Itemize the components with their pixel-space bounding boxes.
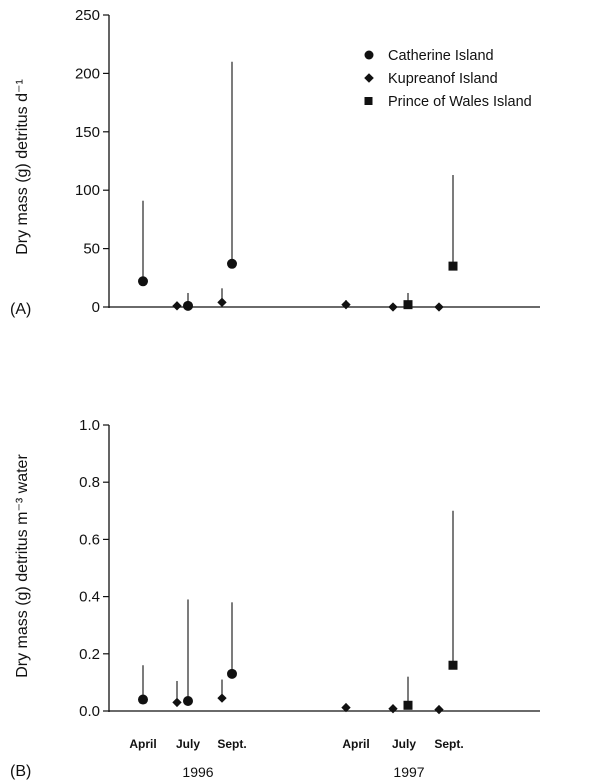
panel-b-point-diamond xyxy=(388,704,398,714)
panel-a-point-diamond xyxy=(341,299,351,310)
legend-square-marker xyxy=(364,97,373,105)
panel-b-point-diamond xyxy=(341,702,351,713)
panel-a-point-diamond xyxy=(172,301,182,311)
panel-b-y-tick-label: 0.0 xyxy=(79,703,100,720)
panel-a-y-axis-label: Dry mass (g) detritus d⁻¹ xyxy=(14,79,31,255)
panel-b-label: (B) xyxy=(10,763,31,780)
panel-a-label: (A) xyxy=(10,301,31,318)
panel-b-point-diamond xyxy=(217,693,227,703)
x-axis-category-labels: 1996 1997 April July Sept. April July Sept. xyxy=(129,737,463,780)
panel-b-y-tick-label: 1.0 xyxy=(79,417,100,434)
panel-a-y-tick-label: 0 xyxy=(92,299,100,316)
panel-a-y-tick-label: 100 xyxy=(75,182,100,199)
panel-a-point-square xyxy=(448,261,458,271)
panel-a-point-square xyxy=(403,300,413,310)
panel-a-point-circle xyxy=(227,258,237,269)
panel-b-plot-area: 0.0 0.2 0.4 0.6 0.8 1.0 xyxy=(79,417,540,720)
legend-entry-prince-of-wales: Prince of Wales Island xyxy=(388,94,532,110)
month-label: Sept. xyxy=(217,737,246,751)
panel-b-y-tick-label: 0.2 xyxy=(79,646,100,663)
panel-b-y-tick-label: 0.6 xyxy=(79,531,100,548)
panel-b: Dry mass (g) detritus m⁻³ water (B) 0.00… xyxy=(10,417,540,780)
legend-diamond-marker xyxy=(364,73,374,83)
panel-a-point-diamond xyxy=(217,297,227,307)
panel-a-y-tick-label: 200 xyxy=(75,65,100,82)
legend-entry-kupreanof: Kupreanof Island xyxy=(388,71,498,87)
panel-b-y-tick-label: 0.4 xyxy=(79,589,100,606)
panel-a-y-tick-label: 250 xyxy=(75,7,100,24)
month-label: July xyxy=(176,737,200,751)
panel-a-point-circle xyxy=(183,300,193,311)
year-label-1997: 1997 xyxy=(393,764,424,780)
panel-a-point-diamond xyxy=(434,302,444,312)
legend-entry-catherine: Catherine Island xyxy=(388,48,494,64)
panel-a-y-tick-label: 150 xyxy=(75,124,100,141)
panel-b-point-circle xyxy=(227,668,237,679)
legend-circle-marker xyxy=(364,50,374,60)
panel-b-point-diamond xyxy=(172,697,182,708)
panel-a-point-circle xyxy=(138,276,148,287)
panel-a-y-tick-label: 50 xyxy=(83,241,100,258)
panel-b-point-diamond xyxy=(434,704,444,715)
panel-a-point-diamond xyxy=(388,302,398,312)
panel-b-point-circle xyxy=(183,695,193,706)
panel-b-point-circle xyxy=(138,694,148,705)
year-label-1996: 1996 xyxy=(182,764,213,780)
panel-b-point-square xyxy=(403,700,413,710)
panel-b-y-axis-label: Dry mass (g) detritus m⁻³ water xyxy=(14,454,31,678)
panel-b-y-tick-label: 0.8 xyxy=(79,474,100,491)
month-label: July xyxy=(392,737,416,751)
panel-b-point-square xyxy=(448,660,458,670)
month-label: April xyxy=(129,737,156,751)
legend: Catherine Island Kupreanof Island Prince… xyxy=(364,48,532,110)
month-label: Sept. xyxy=(434,737,463,751)
month-label: April xyxy=(342,737,369,751)
